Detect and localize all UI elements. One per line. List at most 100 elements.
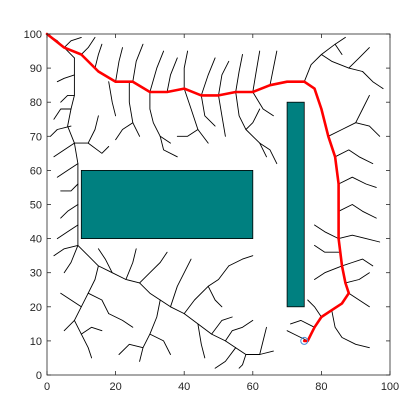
tree-branch-42 <box>320 54 364 72</box>
path-line <box>45 32 351 343</box>
goal-marker <box>300 336 309 345</box>
x-tick-label: 60 <box>247 381 259 393</box>
tree-branch-53 <box>341 258 374 267</box>
tree-branch-37 <box>245 108 261 130</box>
tree-branch-59 <box>307 299 322 318</box>
x-tick-label: 80 <box>315 381 327 393</box>
tree-branch-25 <box>149 50 165 93</box>
tree-branch-71 <box>118 343 144 355</box>
tree-branch-74 <box>207 285 223 308</box>
tree-branch-47 <box>355 94 370 124</box>
tree-branch-28 <box>176 129 199 137</box>
tree-branch-10 <box>53 142 75 158</box>
axes <box>46 33 391 376</box>
y-tick-label: 70 <box>30 131 42 143</box>
tree-branch-85 <box>108 313 134 328</box>
x-tick-label: 100 <box>381 381 399 393</box>
tree-branch-62 <box>77 244 141 284</box>
tree-branch-21 <box>115 122 134 141</box>
y-tick-label: 20 <box>30 302 42 314</box>
tree-branch-15 <box>53 244 79 257</box>
y-tick-label: 60 <box>30 165 42 177</box>
tree-branch-66 <box>73 319 93 359</box>
tree-branch-82 <box>97 248 113 274</box>
tree-branch-76 <box>211 316 233 335</box>
plot-area <box>45 32 384 369</box>
tree-branch-79 <box>238 354 247 369</box>
tree-branch-41 <box>303 36 346 83</box>
tree-branch-18 <box>108 81 117 117</box>
y-tick-label: 50 <box>30 200 42 212</box>
tree-branch-29 <box>200 94 216 127</box>
x-tick-label: 40 <box>178 381 190 393</box>
y-tick-label: 100 <box>24 29 42 41</box>
tree-branch-49 <box>338 176 377 188</box>
tree-branch-14 <box>56 224 79 240</box>
tree-branch-43 <box>334 43 343 55</box>
tree-branch-40 <box>218 94 226 137</box>
tree-branch-9 <box>49 125 72 137</box>
tree-branch-60 <box>290 319 315 328</box>
tree-branch-16 <box>73 142 110 154</box>
tree-branch-17 <box>87 115 99 144</box>
tree-branch-48 <box>334 149 374 165</box>
tree-branch-38 <box>259 142 278 165</box>
tree-branch-2 <box>63 36 82 49</box>
tree-branch-81 <box>139 251 168 284</box>
tree-branch-19 <box>128 81 141 137</box>
tree-branch-3 <box>80 36 96 55</box>
tree-branch-75 <box>197 323 206 359</box>
tree-branch-52 <box>338 234 381 243</box>
tree-branch-23 <box>115 47 123 83</box>
tree-branch-26 <box>166 57 178 93</box>
tree-branch-64 <box>87 292 110 315</box>
tick-labels: 0 20 40 60 80 100 0 10 20 30 40 50 60 70 80 90 100 <box>24 29 400 393</box>
tree-branch-39 <box>252 91 274 117</box>
tree-branch-50 <box>338 204 377 219</box>
tree-branch-63 <box>63 265 99 332</box>
y-tick-label: 10 <box>30 336 42 348</box>
y-tick-label: 80 <box>30 97 42 109</box>
tree-branch-44 <box>348 47 370 69</box>
tree-branch-30 <box>183 50 189 90</box>
tree-branch-24 <box>132 43 144 83</box>
y-tick-label: 90 <box>30 63 42 75</box>
tree-branch-35 <box>269 50 278 86</box>
tree-branch-31 <box>200 57 216 96</box>
y-tick-label: 0 <box>36 370 42 382</box>
x-tick-label: 20 <box>109 381 121 393</box>
tree-branch-61 <box>286 330 309 342</box>
tree-branch-70 <box>149 333 171 355</box>
tree-branch-86 <box>80 326 103 335</box>
tree-branch-7 <box>60 94 75 103</box>
tree-branch-68 <box>139 282 237 349</box>
tree-branch-32 <box>218 60 230 96</box>
tree-branch-67 <box>125 248 137 280</box>
obstacle-1 <box>80 169 254 239</box>
tree-branch-22 <box>159 135 178 158</box>
tree-branch-80 <box>259 326 267 355</box>
tree-branch-8 <box>53 108 72 120</box>
tree-branch-4 <box>94 43 103 69</box>
tree-branch-6 <box>56 74 75 83</box>
tree-branch-69 <box>139 299 161 362</box>
tree-branch-27 <box>183 88 209 144</box>
tree-branch-46 <box>327 122 381 137</box>
tree-branch-65 <box>60 292 82 308</box>
tree-branch-84 <box>214 347 237 369</box>
tree-branch-77 <box>224 319 254 342</box>
tree-branch-13 <box>60 204 79 219</box>
tree-branch-12 <box>60 183 79 192</box>
obstacle-2 <box>286 101 305 308</box>
tree-branch-54 <box>314 244 340 253</box>
tree-branch-56 <box>344 272 370 284</box>
tree-branch-20 <box>149 91 171 144</box>
tree-branch-72 <box>170 258 192 308</box>
tree-branch-58 <box>331 309 370 349</box>
tree-branch-55 <box>314 265 343 280</box>
tree-branch-78 <box>235 347 274 355</box>
tree-branch-11 <box>56 163 79 178</box>
tree-branch-33 <box>235 54 243 93</box>
tree-branch-57 <box>348 292 370 308</box>
